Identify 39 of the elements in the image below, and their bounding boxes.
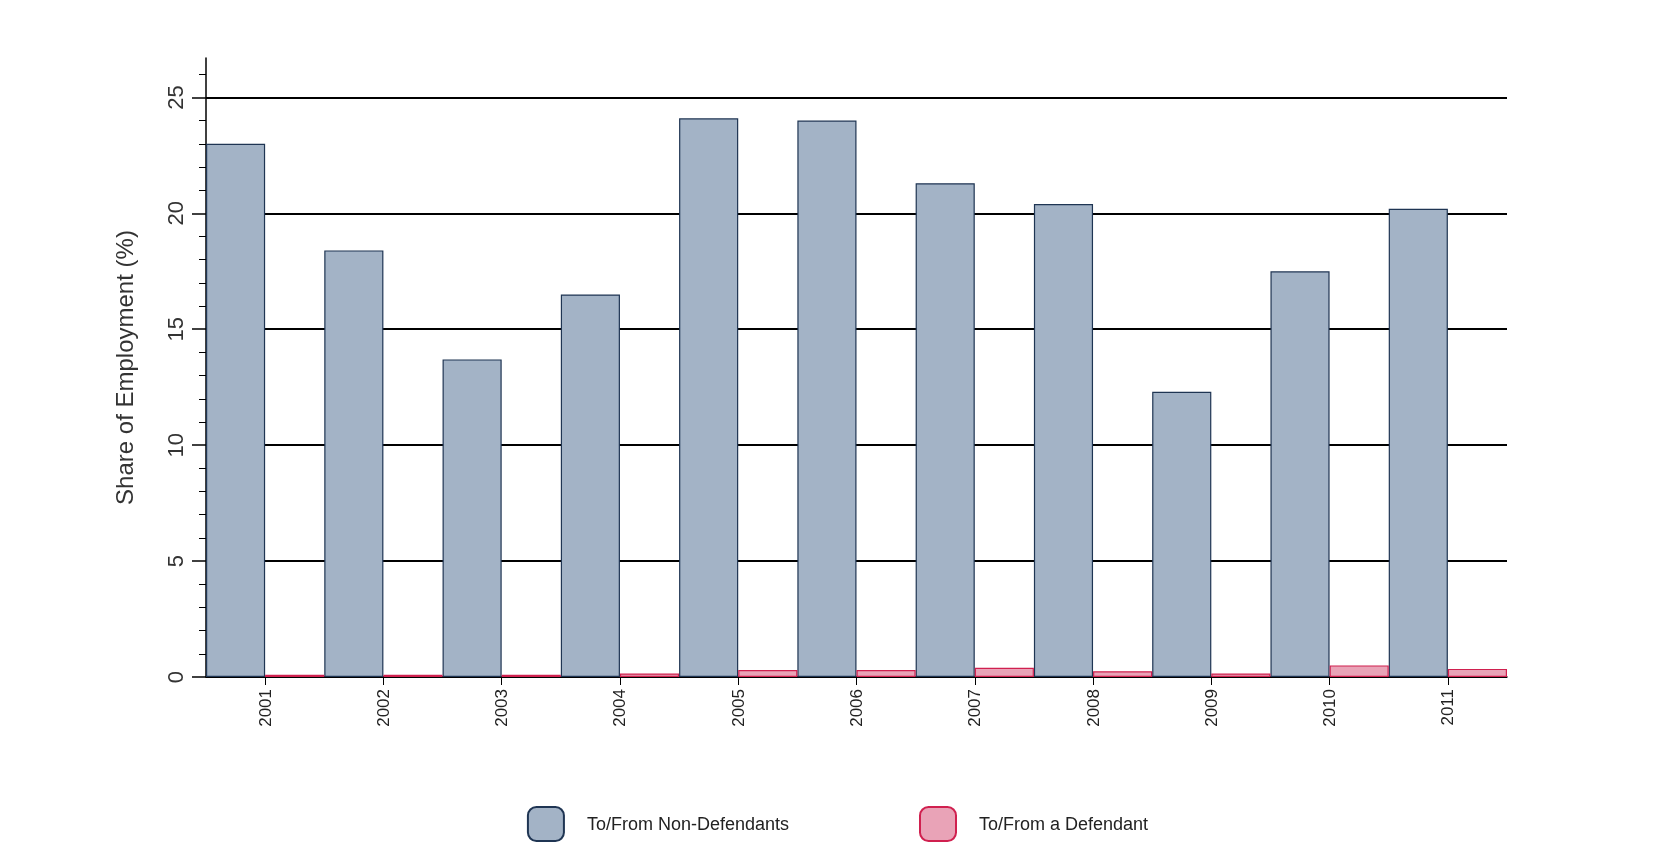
x-tick-label: 2003 — [492, 689, 512, 727]
x-tick-label: 2001 — [255, 689, 275, 727]
bar — [679, 118, 739, 677]
bar — [1270, 271, 1330, 677]
bar — [1033, 204, 1094, 677]
bar — [1329, 665, 1389, 677]
bar — [797, 120, 857, 677]
bar — [619, 673, 680, 677]
x-tick-label: 2011 — [1438, 689, 1458, 726]
x-tick-label: 2004 — [610, 689, 630, 727]
bar — [915, 183, 975, 677]
x-tick-label: 2002 — [373, 689, 393, 727]
bar — [560, 294, 620, 677]
x-tick-label: 2008 — [1083, 689, 1103, 727]
x-tick-label: 2007 — [965, 689, 985, 727]
y-tick-label: 5 — [162, 554, 188, 568]
y-tick-label: 15 — [162, 317, 188, 342]
bar — [1152, 391, 1212, 677]
bar — [738, 670, 798, 677]
bar — [1211, 673, 1271, 677]
bar — [1093, 671, 1153, 677]
x-tick-label: 2009 — [1201, 689, 1221, 727]
bar — [442, 359, 502, 677]
y-tick-label: 25 — [162, 85, 188, 110]
bar — [324, 250, 384, 677]
bar — [1447, 668, 1507, 677]
bar — [1388, 208, 1448, 677]
x-tick-label: 2006 — [847, 689, 866, 727]
legend-label: To/From a Defendant — [979, 814, 1149, 834]
x-tick-label: 2010 — [1320, 689, 1340, 727]
legend-label: To/From Non-Defendants — [586, 814, 790, 834]
y-axis-title: Share of Employment (%) — [110, 230, 138, 505]
y-tick-label: 20 — [162, 201, 188, 226]
y-tick-label: 10 — [162, 432, 188, 458]
bar — [856, 670, 916, 677]
y-tick-label: 0 — [162, 670, 188, 684]
bar — [206, 143, 266, 677]
x-tick-label: 2005 — [728, 689, 748, 727]
bar — [974, 667, 1034, 677]
